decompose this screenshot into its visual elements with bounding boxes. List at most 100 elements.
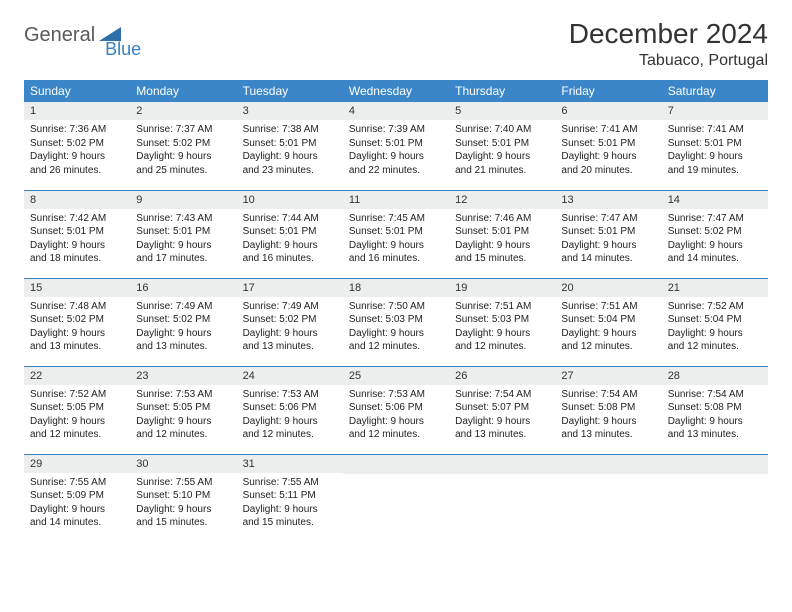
day-sunset: Sunset: 5:05 PM — [30, 401, 124, 415]
day-dl2: and 13 minutes. — [243, 340, 337, 354]
day-dl1: Daylight: 9 hours — [349, 150, 443, 164]
calendar-day-cell: 7Sunrise: 7:41 AMSunset: 5:01 PMDaylight… — [662, 102, 768, 190]
calendar-day-cell: 26Sunrise: 7:54 AMSunset: 5:07 PMDayligh… — [449, 366, 555, 454]
day-details: Sunrise: 7:46 AMSunset: 5:01 PMDaylight:… — [449, 209, 555, 270]
day-number: 26 — [449, 367, 555, 385]
day-dl2: and 12 minutes. — [349, 428, 443, 442]
day-sunset: Sunset: 5:02 PM — [136, 313, 230, 327]
day-details: Sunrise: 7:52 AMSunset: 5:04 PMDaylight:… — [662, 297, 768, 358]
empty-day-header — [449, 455, 555, 474]
day-dl2: and 15 minutes. — [136, 516, 230, 530]
day-sunset: Sunset: 5:01 PM — [561, 137, 655, 151]
day-number: 1 — [24, 102, 130, 120]
day-dl2: and 16 minutes. — [243, 252, 337, 266]
day-dl1: Daylight: 9 hours — [349, 415, 443, 429]
day-sunrise: Sunrise: 7:54 AM — [455, 388, 549, 402]
day-sunrise: Sunrise: 7:36 AM — [30, 123, 124, 137]
calendar-day-cell: 3Sunrise: 7:38 AMSunset: 5:01 PMDaylight… — [237, 102, 343, 190]
logo: General Blue — [24, 18, 159, 47]
day-sunset: Sunset: 5:01 PM — [561, 225, 655, 239]
day-dl1: Daylight: 9 hours — [30, 327, 124, 341]
day-number: 29 — [24, 455, 130, 473]
day-dl1: Daylight: 9 hours — [30, 239, 124, 253]
day-number: 20 — [555, 279, 661, 297]
day-number: 17 — [237, 279, 343, 297]
day-sunrise: Sunrise: 7:52 AM — [30, 388, 124, 402]
calendar-day-cell: 4Sunrise: 7:39 AMSunset: 5:01 PMDaylight… — [343, 102, 449, 190]
day-dl1: Daylight: 9 hours — [455, 327, 549, 341]
calendar-day-cell: 17Sunrise: 7:49 AMSunset: 5:02 PMDayligh… — [237, 278, 343, 366]
calendar-day-cell: 5Sunrise: 7:40 AMSunset: 5:01 PMDaylight… — [449, 102, 555, 190]
day-sunset: Sunset: 5:01 PM — [136, 225, 230, 239]
day-sunset: Sunset: 5:01 PM — [455, 137, 549, 151]
day-sunrise: Sunrise: 7:53 AM — [136, 388, 230, 402]
day-sunrise: Sunrise: 7:52 AM — [668, 300, 762, 314]
day-number: 27 — [555, 367, 661, 385]
day-dl1: Daylight: 9 hours — [668, 415, 762, 429]
calendar-week-row: 1 Sunrise: 7:36 AMSunset: 5:02 PM Daylight… — [24, 102, 768, 190]
day-dl2: and 15 minutes. — [243, 516, 337, 530]
day-sunset: Sunset: 5:02 PM — [30, 313, 124, 327]
day-details: Sunrise: 7:39 AMSunset: 5:01 PMDaylight:… — [343, 120, 449, 181]
day-dl1: Daylight: 9 hours — [243, 239, 337, 253]
calendar-head: SundayMondayTuesdayWednesdayThursdayFrid… — [24, 80, 768, 102]
day-sunrise: Sunrise: 7:54 AM — [668, 388, 762, 402]
calendar-day-cell: 8Sunrise: 7:42 AMSunset: 5:01 PMDaylight… — [24, 190, 130, 278]
day-sunrise: Sunrise: 7:37 AM — [136, 123, 230, 137]
day-sunset: Sunset: 5:01 PM — [668, 137, 762, 151]
day-number: 28 — [662, 367, 768, 385]
day-details: Sunrise: 7:48 AMSunset: 5:02 PMDaylight:… — [24, 297, 130, 358]
day-dl1: Daylight: 9 hours — [561, 415, 655, 429]
day-number: 15 — [24, 279, 130, 297]
day-number: 10 — [237, 191, 343, 209]
calendar-day-cell: 27Sunrise: 7:54 AMSunset: 5:08 PMDayligh… — [555, 366, 661, 454]
day-sunset: Sunset: 5:06 PM — [243, 401, 337, 415]
day-sunset: Sunset: 5:08 PM — [668, 401, 762, 415]
day-sunset: Sunset: 5:01 PM — [243, 137, 337, 151]
day-number: 9 — [130, 191, 236, 209]
day-details: Sunrise: 7:43 AMSunset: 5:01 PMDaylight:… — [130, 209, 236, 270]
day-details: Sunrise: 7:45 AMSunset: 5:01 PMDaylight:… — [343, 209, 449, 270]
day-details: Sunrise: 7:50 AMSunset: 5:03 PMDaylight:… — [343, 297, 449, 358]
day-dl2: and 14 minutes. — [561, 252, 655, 266]
calendar-day-cell: 29Sunrise: 7:55 AMSunset: 5:09 PMDayligh… — [24, 454, 130, 542]
calendar-week-row: 22Sunrise: 7:52 AMSunset: 5:05 PMDayligh… — [24, 366, 768, 454]
day-dl2: and 26 minutes. — [30, 164, 124, 178]
day-sunset: Sunset: 5:05 PM — [136, 401, 230, 415]
day-sunset: Sunset: 5:02 PM — [30, 137, 124, 151]
day-number: 4 — [343, 102, 449, 120]
day-number: 3 — [237, 102, 343, 120]
day-sunrise: Sunrise: 7:43 AM — [136, 212, 230, 226]
day-sunset: Sunset: 5:11 PM — [243, 489, 337, 503]
day-details: Sunrise: 7:42 AMSunset: 5:01 PMDaylight:… — [24, 209, 130, 270]
day-number: 16 — [130, 279, 236, 297]
day-details: Sunrise: 7:44 AMSunset: 5:01 PMDaylight:… — [237, 209, 343, 270]
day-sunset: Sunset: 5:10 PM — [136, 489, 230, 503]
weekday-header: Thursday — [449, 80, 555, 102]
day-dl2: and 13 minutes. — [136, 340, 230, 354]
calendar-day-cell: 24Sunrise: 7:53 AMSunset: 5:06 PMDayligh… — [237, 366, 343, 454]
day-number: 19 — [449, 279, 555, 297]
day-details: Sunrise: 7:53 AMSunset: 5:05 PMDaylight:… — [130, 385, 236, 446]
day-sunrise: Sunrise: 7:51 AM — [561, 300, 655, 314]
day-sunrise: Sunrise: 7:55 AM — [30, 476, 124, 490]
weekday-header: Saturday — [662, 80, 768, 102]
day-sunrise: Sunrise: 7:55 AM — [136, 476, 230, 490]
day-sunset: Sunset: 5:01 PM — [455, 225, 549, 239]
day-number: 21 — [662, 279, 768, 297]
day-sunrise: Sunrise: 7:54 AM — [561, 388, 655, 402]
day-number: 30 — [130, 455, 236, 473]
day-sunset: Sunset: 5:01 PM — [243, 225, 337, 239]
day-dl1: Daylight: 9 hours — [30, 415, 124, 429]
calendar-day-cell: 1Sunrise: 7:36 AMSunset: 5:02 PMDaylight… — [24, 102, 130, 190]
day-number: 7 — [662, 102, 768, 120]
calendar-day-cell: 10Sunrise: 7:44 AMSunset: 5:01 PMDayligh… — [237, 190, 343, 278]
day-sunrise: Sunrise: 7:38 AM — [243, 123, 337, 137]
day-details: Sunrise: 7:54 AMSunset: 5:08 PMDaylight:… — [662, 385, 768, 446]
day-sunrise: Sunrise: 7:45 AM — [349, 212, 443, 226]
day-details: Sunrise: 7:37 AMSunset: 5:02 PMDaylight:… — [130, 120, 236, 181]
day-details: Sunrise: 7:55 AMSunset: 5:09 PMDaylight:… — [24, 473, 130, 534]
day-dl2: and 12 minutes. — [30, 428, 124, 442]
day-dl1: Daylight: 9 hours — [243, 503, 337, 517]
header-row: General Blue December 2024 Tabuaco, Port… — [24, 18, 768, 70]
